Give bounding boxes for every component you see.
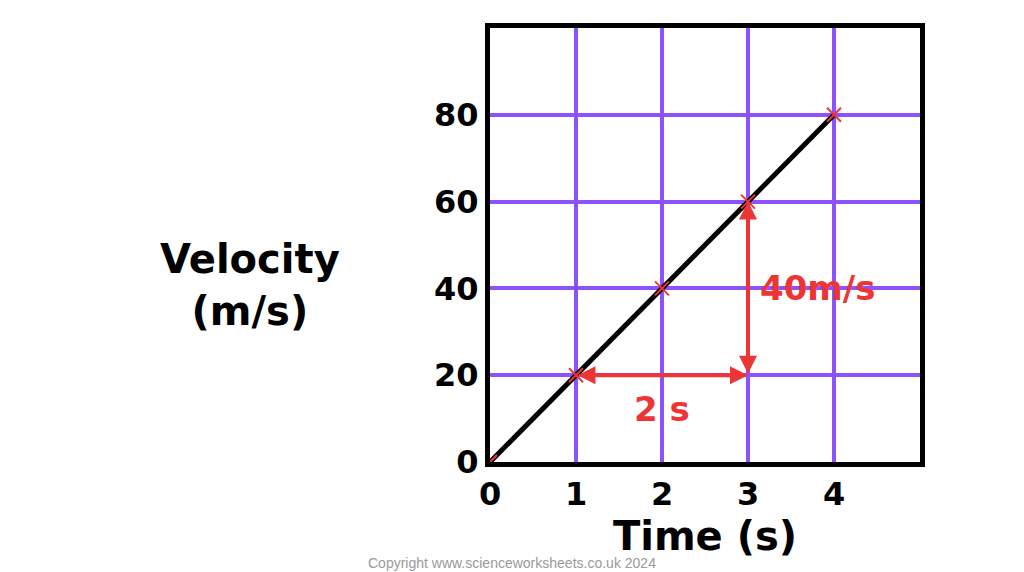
svg-text:40m/s: 40m/s (760, 268, 875, 308)
svg-text:1: 1 (565, 475, 587, 513)
svg-text:Copyright www.scienceworksheet: Copyright www.scienceworksheets.co.uk 20… (368, 555, 656, 571)
svg-text:80: 80 (434, 96, 479, 134)
svg-text:3: 3 (737, 475, 759, 513)
svg-text:0: 0 (479, 475, 501, 513)
svg-text:Time (s): Time (s) (613, 513, 797, 559)
svg-text:2: 2 (651, 475, 673, 513)
svg-text:Velocity(m/s): Velocity(m/s) (160, 236, 340, 334)
svg-text:40: 40 (434, 270, 479, 308)
svg-text:20: 20 (434, 356, 479, 394)
svg-text:60: 60 (434, 183, 479, 221)
svg-text:4: 4 (823, 475, 845, 513)
svg-text:0: 0 (456, 443, 478, 481)
svg-text:2 s: 2 s (634, 389, 690, 429)
